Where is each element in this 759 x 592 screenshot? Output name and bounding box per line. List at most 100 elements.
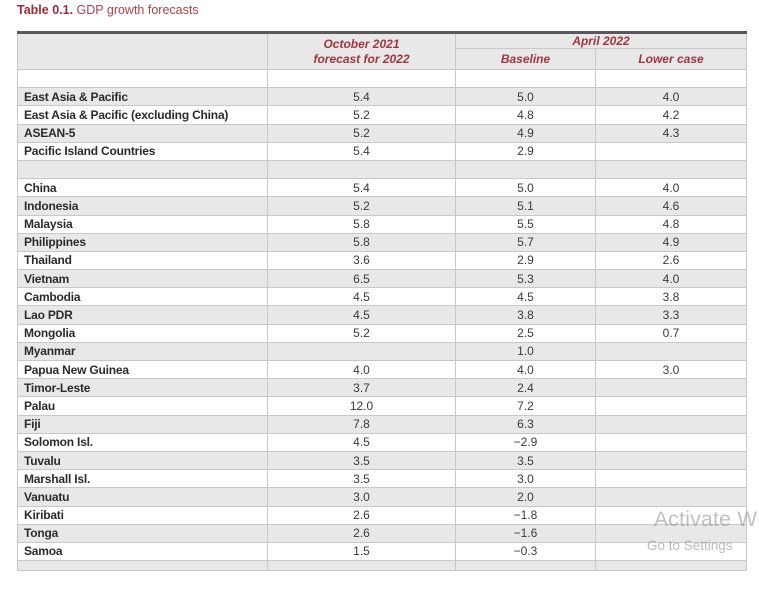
baseline-value-cell: 2.4 — [455, 378, 596, 398]
oct-2021-value-cell: 5.8 — [267, 232, 456, 252]
country-cell: Philippines — [17, 232, 268, 252]
baseline-value-cell: 2.9 — [455, 141, 596, 161]
table-row: Vietnam 6.5 5.3 4.0 — [17, 269, 747, 289]
oct-2021-value-cell: 5.4 — [267, 178, 456, 198]
country-cell: Samoa — [17, 541, 268, 562]
lower-case-value-cell: 2.6 — [595, 250, 747, 271]
column-header-october-2021: October 2021 forecast for 2022 — [267, 32, 456, 70]
baseline-value-cell: 4.9 — [455, 123, 596, 143]
table-row: Tonga 2.6 −1.6 — [17, 523, 747, 543]
table-body: East Asia & Pacific 5.4 5.0 4.0 East Asia & … — [17, 68, 747, 572]
table-row: Fiji 7.8 6.3 — [17, 414, 747, 434]
table-row: Vanuatu 3.0 2.0 — [17, 487, 747, 507]
oct-2021-value-cell: 3.6 — [267, 250, 456, 271]
oct-2021-value-cell: 3.5 — [267, 469, 456, 489]
lower-case-value-cell: 4.2 — [595, 105, 747, 125]
baseline-value-cell: 5.1 — [455, 196, 596, 216]
spacer-row — [17, 560, 747, 572]
baseline-value-cell: 4.0 — [455, 359, 596, 380]
oct-2021-value-cell: 2.6 — [267, 505, 456, 525]
lower-case-value-cell — [595, 414, 747, 434]
table-row: East Asia & Pacific 5.4 5.0 4.0 — [17, 87, 747, 107]
column-group-header-april-2022: April 2022 — [455, 32, 747, 49]
oct-2021-value-cell — [267, 159, 456, 180]
table-row: China 5.4 5.0 4.0 — [17, 178, 747, 198]
oct-2021-value-cell: 4.5 — [267, 287, 456, 307]
column-header-lower-case: Lower case — [595, 48, 747, 70]
country-cell — [17, 560, 268, 572]
lower-case-value-cell: 3.3 — [595, 305, 747, 325]
lower-case-value-cell — [595, 560, 747, 572]
oct-2021-value-cell — [267, 68, 456, 89]
oct-2021-value-cell: 4.5 — [267, 432, 456, 452]
lower-case-value-cell: 4.0 — [595, 178, 747, 198]
table-row: Marshall Isl. 3.5 3.0 — [17, 469, 747, 489]
table-row: Tuvalu 3.5 3.5 — [17, 450, 747, 471]
lower-case-value-cell — [595, 450, 747, 471]
lower-case-value-cell: 4.9 — [595, 232, 747, 252]
oct-header-line1: October 2021 — [323, 37, 400, 52]
oct-2021-value-cell: 3.0 — [267, 487, 456, 507]
table-row: Indonesia 5.2 5.1 4.6 — [17, 196, 747, 216]
table-row: Malaysia 5.8 5.5 4.8 — [17, 214, 747, 234]
baseline-value-cell: 5.0 — [455, 178, 596, 198]
country-cell: ASEAN-5 — [17, 123, 268, 143]
table-row: Samoa 1.5 −0.3 — [17, 541, 747, 562]
country-cell: East Asia & Pacific (excluding China) — [17, 105, 268, 125]
lower-case-value-cell: 4.0 — [595, 269, 747, 289]
country-cell: Cambodia — [17, 287, 268, 307]
country-cell: Fiji — [17, 414, 268, 434]
lower-case-value-cell — [595, 68, 747, 89]
table-row: Timor-Leste 3.7 2.4 — [17, 378, 747, 398]
table-row: East Asia & Pacific (excluding China) 5.2… — [17, 105, 747, 125]
baseline-value-cell — [455, 159, 596, 180]
lower-case-value-cell — [595, 396, 747, 416]
country-cell: Vietnam — [17, 269, 268, 289]
oct-2021-value-cell — [267, 560, 456, 572]
country-cell: Indonesia — [17, 196, 268, 216]
table-row: ASEAN-5 5.2 4.9 4.3 — [17, 123, 747, 143]
baseline-value-cell: 5.7 — [455, 232, 596, 252]
lower-case-value-cell: 4.8 — [595, 214, 747, 234]
windows-activate-watermark: Activate Wi — [654, 508, 759, 531]
table-row: Lao PDR 4.5 3.8 3.3 — [17, 305, 747, 325]
baseline-value-cell: 3.5 — [455, 450, 596, 471]
baseline-value-cell: 2.5 — [455, 323, 596, 343]
lower-case-value-cell: 3.8 — [595, 287, 747, 307]
table-row: Philippines 5.8 5.7 4.9 — [17, 232, 747, 252]
lower-case-value-cell: 0.7 — [595, 323, 747, 343]
baseline-value-cell: 6.3 — [455, 414, 596, 434]
oct-2021-value-cell — [267, 341, 456, 362]
country-cell: Palau — [17, 396, 268, 416]
table-header: October 2021 forecast for 2022 April 202… — [17, 32, 747, 70]
country-cell: Marshall Isl. — [17, 469, 268, 489]
lower-case-value-cell — [595, 541, 747, 562]
lower-case-value-cell: 4.6 — [595, 196, 747, 216]
country-cell: Timor-Leste — [17, 378, 268, 398]
page-title: Table 0.1. GDP growth forecasts — [17, 3, 199, 17]
table-row: Palau 12.0 7.2 — [17, 396, 747, 416]
lower-case-value-cell — [595, 432, 747, 452]
table-number-label: Table 0.1. — [17, 3, 74, 17]
corner-header-cell — [17, 32, 268, 70]
windows-go-to-settings-watermark: Go to Settings — [647, 538, 733, 553]
table-row: Pacific Island Countries 5.4 2.9 — [17, 141, 747, 161]
country-cell: Tuvalu — [17, 450, 268, 471]
spacer-row — [17, 159, 747, 180]
baseline-value-cell: 2.9 — [455, 250, 596, 271]
country-cell: Papua New Guinea — [17, 359, 268, 380]
baseline-value-cell — [455, 560, 596, 572]
lower-case-value-cell: 4.0 — [595, 87, 747, 107]
baseline-value-cell: 1.0 — [455, 341, 596, 362]
oct-2021-value-cell: 2.6 — [267, 523, 456, 543]
table-title-text: GDP growth forecasts — [76, 3, 199, 17]
country-cell: Kiribati — [17, 505, 268, 525]
country-cell: Thailand — [17, 250, 268, 271]
oct-2021-value-cell: 3.5 — [267, 450, 456, 471]
baseline-value-cell: −0.3 — [455, 541, 596, 562]
baseline-value-cell: 5.5 — [455, 214, 596, 234]
oct-2021-value-cell: 3.7 — [267, 378, 456, 398]
oct-2021-value-cell: 4.0 — [267, 359, 456, 380]
oct-2021-value-cell: 5.2 — [267, 123, 456, 143]
oct-2021-value-cell: 12.0 — [267, 396, 456, 416]
